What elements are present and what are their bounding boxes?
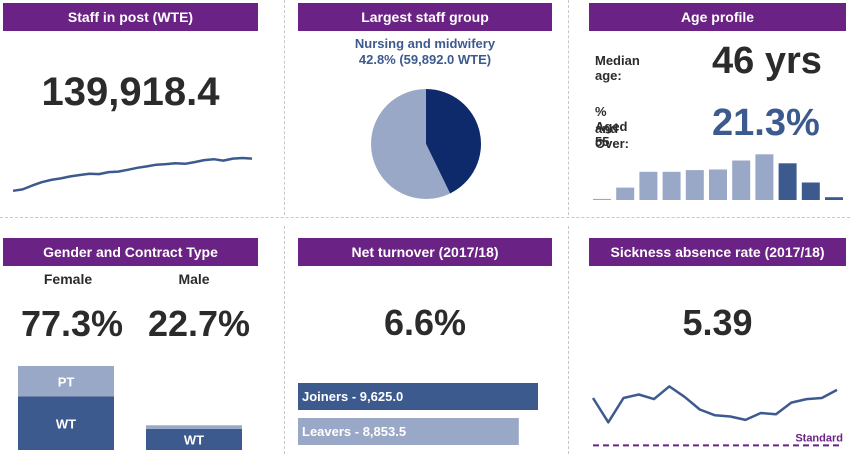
divider-horizontal [0,217,850,218]
age-bar-3 [639,172,657,200]
age-bar-4 [663,172,681,200]
divider-vertical-1 [284,0,285,215]
age-bar-9 [779,163,797,200]
gender-contract-chart: WT PT WT [10,366,260,452]
age-bar-11 [825,197,843,200]
age-bar-1 [593,199,611,200]
age-bar-6 [709,170,727,201]
largest-group-pie-chart [368,86,484,202]
female-label: Female [18,271,118,287]
age-bar-7 [732,161,750,201]
joiners-bar-label: Joiners - 9,625.0 [302,389,403,404]
leavers-bar-label: Leavers - 8,853.5 [302,424,406,439]
staff-trend-line [13,158,252,191]
male-wt-label: WT [184,432,204,447]
turnover-value: 6.6% [298,302,552,344]
divider-vertical-2 [568,0,569,215]
male-value: 22.7% [143,303,255,345]
turnover-bars-chart: Joiners - 9,625.0 Leavers - 8,853.5 [298,380,548,450]
age-distribution-chart [590,150,846,200]
aged55-label-line2: and Over: [595,121,629,151]
median-age-value: 46 yrs [712,40,822,83]
age-bar-8 [755,154,773,200]
divider-vertical-3 [284,226,285,454]
gender-header: Gender and Contract Type [3,238,258,266]
age-bar-10 [802,183,820,201]
standard-label: Standard [795,432,843,444]
sickness-trend-line [593,386,837,422]
sickness-value: 5.39 [589,302,846,344]
age-bar-5 [686,170,704,200]
largest-group-header: Largest staff group [298,3,552,31]
staff-trend-chart [10,150,255,200]
female-value: 77.3% [16,303,128,345]
largest-group-detail: 42.8% (59,892.0 WTE) [298,52,552,67]
staff-in-post-header: Staff in post (WTE) [3,3,258,31]
female-wt-label: WT [56,416,76,431]
divider-vertical-4 [568,226,569,454]
staff-in-post-value: 139,918.4 [3,70,258,115]
largest-group-name: Nursing and midwifery [298,36,552,51]
female-pt-label: PT [58,374,75,389]
sickness-trend-chart: Standard [590,374,846,452]
aged55-value: 21.3% [712,102,820,145]
age-bar-2 [616,188,634,200]
turnover-header: Net turnover (2017/18) [298,238,552,266]
male-label: Male [144,271,244,287]
median-age-label: Median age: [595,53,640,83]
age-profile-header: Age profile [589,3,846,31]
sickness-header: Sickness absence rate (2017/18) [589,238,846,266]
male-pt-bar [146,425,242,429]
